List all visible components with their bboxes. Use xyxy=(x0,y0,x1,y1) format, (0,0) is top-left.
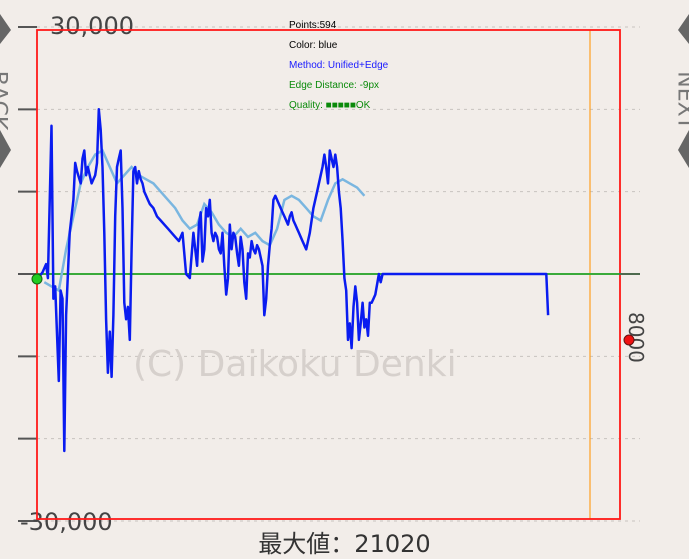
next-arrow-bottom-icon[interactable] xyxy=(678,130,689,168)
y-tick-bottom: -30,000 xyxy=(20,508,113,536)
info-color: Color: blue xyxy=(289,40,338,51)
y-tick-top: 30,000 xyxy=(50,12,134,40)
max-value-label: 最大値：21020 xyxy=(258,530,431,558)
back-arrow-bottom-icon[interactable] xyxy=(0,130,11,168)
start-marker[interactable] xyxy=(31,273,43,285)
info-points: Points:594 xyxy=(289,20,337,31)
grid xyxy=(18,26,640,522)
watermark: (C) Daikoku Denki xyxy=(133,344,457,385)
back-arrow-top-icon[interactable] xyxy=(0,14,11,44)
data-trace xyxy=(35,108,550,453)
info-edge-distance: Edge Distance: -9px xyxy=(289,80,380,91)
info-quality: Quality: ■■■■■OK xyxy=(289,100,371,111)
next-arrow-top-icon[interactable] xyxy=(678,14,689,44)
end-marker[interactable] xyxy=(623,334,635,346)
info-method: Method: Unified+Edge xyxy=(289,60,389,71)
